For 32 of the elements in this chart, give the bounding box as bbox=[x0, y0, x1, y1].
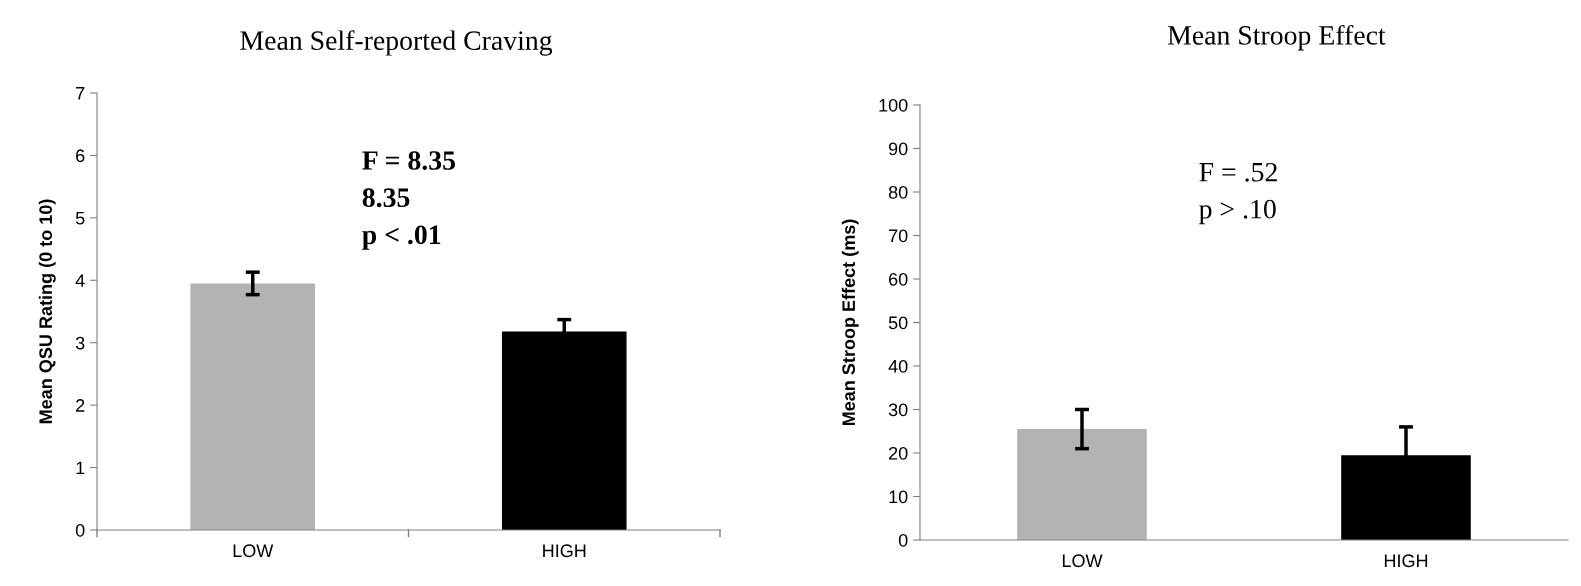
annotation: F = 8.35 bbox=[362, 151, 456, 170]
y-tick-label: 0 bbox=[898, 533, 908, 547]
y-tick-label: 60 bbox=[889, 272, 908, 286]
annotation: 8.35 bbox=[362, 188, 410, 208]
y-tick-label: 20 bbox=[889, 446, 908, 460]
chart-title: Mean Stroop Effect bbox=[1167, 24, 1386, 51]
y-tick-label: 40 bbox=[888, 359, 908, 373]
annotation: F = .52 bbox=[1199, 162, 1277, 182]
y-tick-label: 10 bbox=[889, 490, 908, 504]
y-tick-label: 50 bbox=[888, 316, 908, 330]
y-tick-label: 3 bbox=[75, 336, 85, 350]
y-tick-label: 0 bbox=[75, 523, 85, 537]
annotation: p < .01 bbox=[362, 225, 441, 250]
chart-title: Mean Self-reported Craving bbox=[240, 30, 553, 56]
y-tick-label: 2 bbox=[76, 399, 85, 412]
x-tick-label: HIGH bbox=[543, 544, 586, 558]
x-tick-label: LOW bbox=[233, 544, 274, 558]
y-tick-label: 6 bbox=[76, 149, 85, 163]
y-tick-label: 80 bbox=[888, 185, 908, 199]
y-tick-label: 5 bbox=[75, 211, 85, 225]
y-axis-title: Mean QSU Rating (0 to 10) bbox=[38, 199, 56, 424]
y-tick-label: 100 bbox=[879, 98, 908, 112]
y-tick-label: 90 bbox=[888, 142, 908, 156]
y-tick-label: 70 bbox=[889, 229, 908, 243]
x-tick-label: LOW bbox=[1062, 554, 1103, 568]
annotation: p > .10 bbox=[1199, 199, 1276, 225]
y-tick-label: 7 bbox=[76, 87, 85, 100]
x-tick-label: HIGH bbox=[1384, 554, 1428, 568]
y-tick-label: 30 bbox=[888, 403, 908, 417]
y-tick-label: 4 bbox=[75, 274, 85, 287]
y-axis-title: Mean Stroop Effect (ms) bbox=[841, 219, 859, 426]
y-tick-label: 1 bbox=[76, 461, 85, 475]
